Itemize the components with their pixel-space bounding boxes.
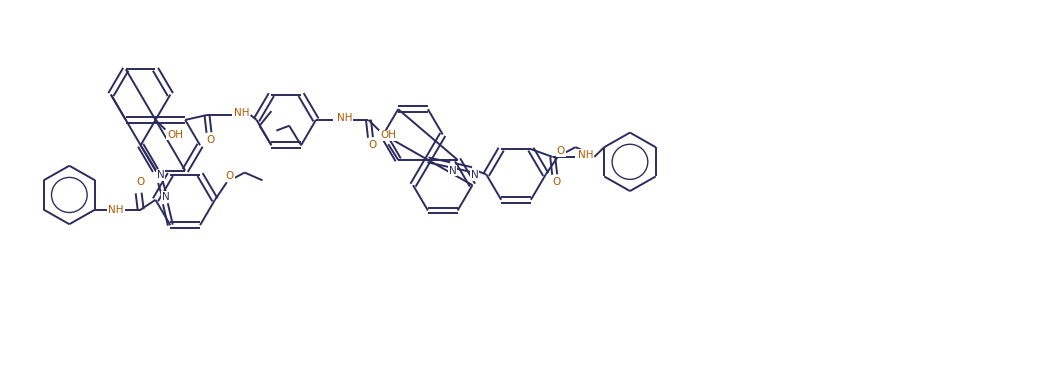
Text: O: O (137, 177, 144, 187)
Text: N: N (161, 192, 169, 202)
Text: NH: NH (577, 150, 593, 160)
Text: O: O (556, 146, 565, 156)
Text: N: N (449, 166, 456, 176)
Text: O: O (207, 135, 215, 146)
Text: N: N (157, 170, 164, 180)
Text: N: N (471, 170, 478, 180)
Text: O: O (368, 140, 377, 150)
Text: O: O (226, 171, 234, 182)
Text: NH: NH (108, 205, 123, 214)
Text: OH: OH (167, 130, 183, 140)
Text: NH: NH (337, 113, 353, 123)
Text: OH: OH (381, 130, 396, 140)
Text: NH: NH (234, 108, 249, 118)
Text: O: O (552, 177, 561, 187)
